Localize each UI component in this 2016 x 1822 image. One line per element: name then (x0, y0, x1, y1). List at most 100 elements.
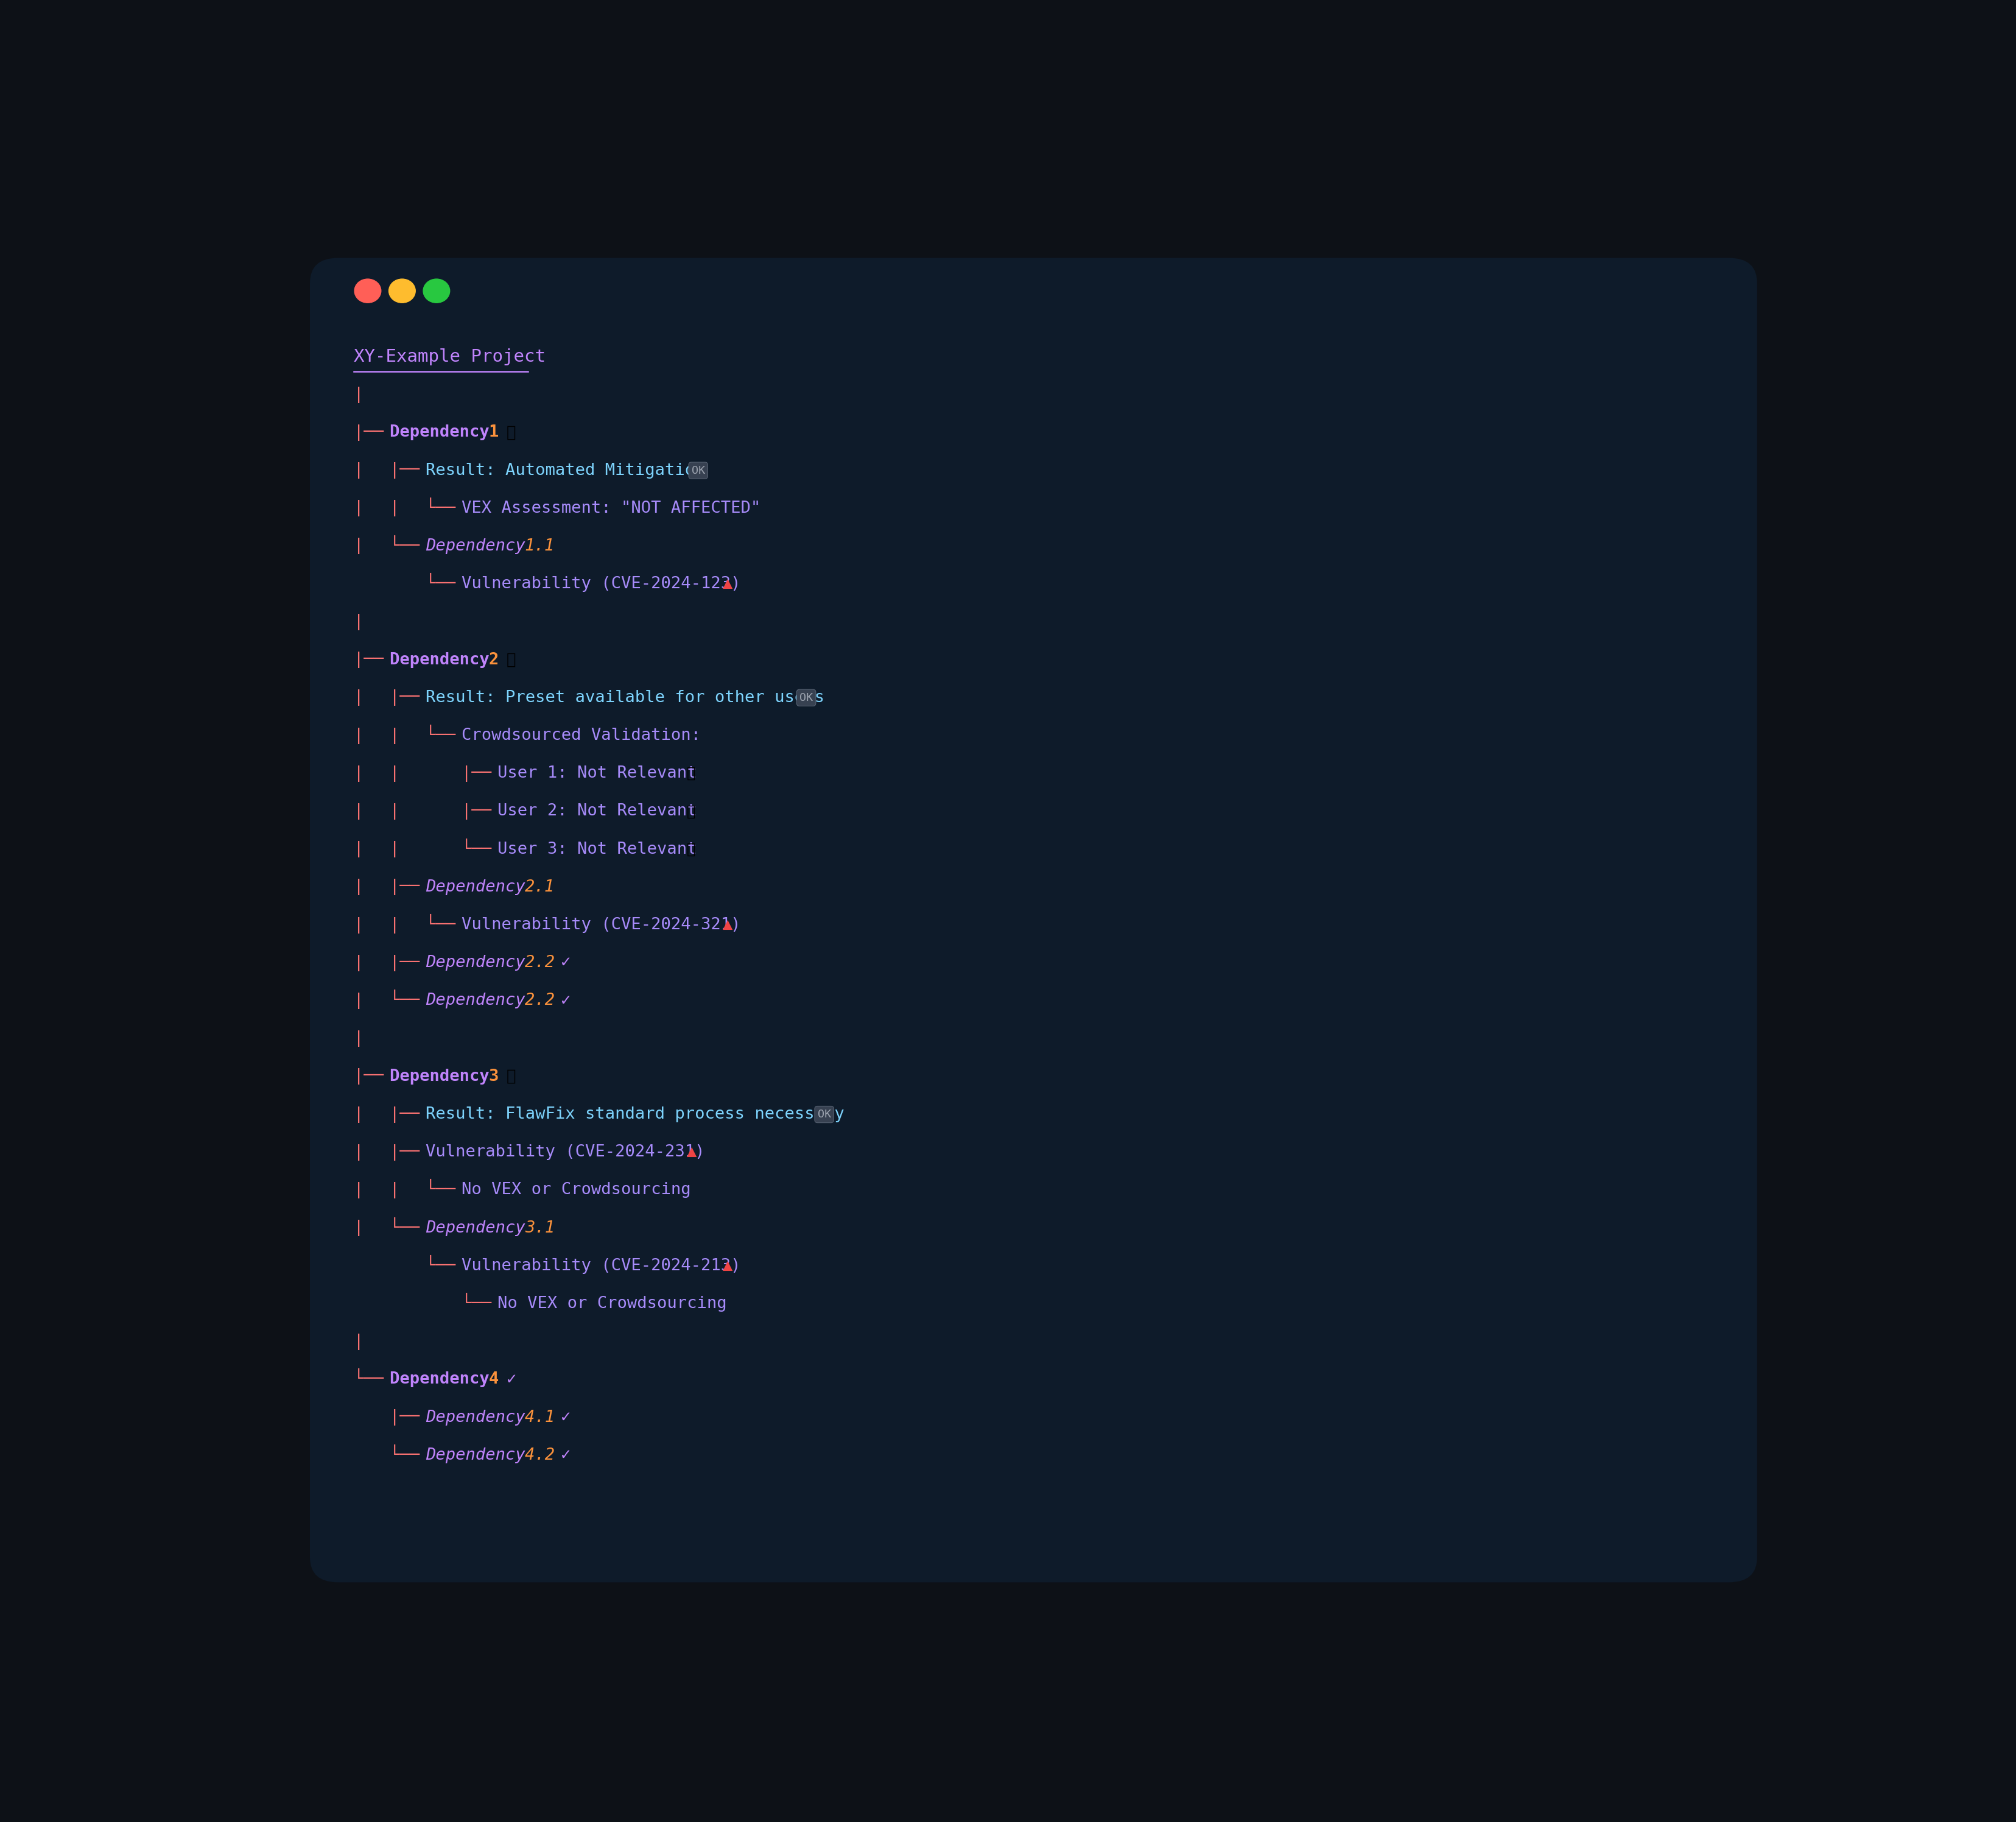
Text: |: | (353, 463, 393, 479)
Text: |──: |── (353, 425, 393, 441)
Text: └──: └── (425, 1257, 466, 1274)
Text: └──: └── (462, 842, 502, 856)
Text: Dependency: Dependency (425, 955, 534, 971)
Circle shape (389, 279, 415, 302)
Text: 4.1: 4.1 (524, 1410, 564, 1425)
Text: No VEX or Crowdsourcing: No VEX or Crowdsourcing (462, 1182, 691, 1199)
Text: |: | (353, 804, 393, 820)
Text: |──: |── (389, 1106, 429, 1122)
Text: |: | (353, 727, 393, 743)
Text: ▲: ▲ (722, 576, 732, 592)
Text: |: | (353, 955, 393, 971)
Text: |: | (389, 804, 429, 820)
Text: |──: |── (389, 955, 429, 971)
Text: Dependency: Dependency (425, 880, 534, 895)
Text: 4: 4 (488, 1372, 498, 1388)
Text: └──: └── (353, 1372, 393, 1388)
Text: └──: └── (389, 1447, 429, 1463)
Text: ✅: ✅ (506, 652, 516, 669)
Text: 2.1: 2.1 (524, 880, 554, 895)
Text: Dependency: Dependency (425, 1221, 534, 1235)
Text: Crowdsourced Validation:: Crowdsourced Validation: (462, 727, 702, 743)
Text: 2.2: 2.2 (524, 993, 564, 1009)
Text: └──: └── (425, 1182, 466, 1199)
Text: ▲: ▲ (722, 1257, 732, 1274)
Text: Result: FlawFix standard process necessary: Result: FlawFix standard process necessa… (425, 1106, 855, 1122)
Text: |: | (353, 1144, 393, 1161)
Text: XY-Example Project: XY-Example Project (353, 348, 544, 366)
Text: 3.1: 3.1 (524, 1221, 554, 1235)
Text: ▲: ▲ (722, 916, 732, 933)
Text: User 3: Not Relevant: User 3: Not Relevant (498, 842, 708, 856)
Text: Vulnerability (CVE-2024-321): Vulnerability (CVE-2024-321) (462, 916, 750, 933)
Text: OK: OK (691, 465, 706, 476)
Text: |: | (353, 993, 393, 1009)
Text: 2: 2 (488, 652, 498, 669)
Text: └──: └── (425, 576, 466, 592)
Text: |: | (353, 878, 393, 895)
Text: Vulnerability (CVE-2024-123): Vulnerability (CVE-2024-123) (462, 576, 750, 592)
Text: Vulnerability (CVE-2024-231): Vulnerability (CVE-2024-231) (425, 1144, 714, 1161)
Text: |──: |── (389, 689, 429, 705)
Text: 3: 3 (488, 1070, 498, 1084)
Text: 👌: 👌 (687, 804, 696, 818)
Text: |──: |── (462, 765, 502, 782)
Text: Dependency: Dependency (425, 1410, 534, 1425)
Text: |: | (389, 727, 429, 743)
Text: Dependency: Dependency (389, 652, 500, 669)
Text: └──: └── (389, 537, 429, 554)
Text: |: | (389, 1182, 429, 1199)
Text: Dependency: Dependency (425, 1447, 534, 1463)
Text: |: | (389, 842, 429, 858)
Text: └──: └── (425, 916, 466, 933)
Text: |: | (389, 499, 429, 517)
Text: |──: |── (389, 463, 429, 479)
Circle shape (423, 279, 450, 302)
Text: Dependency: Dependency (389, 1070, 500, 1084)
Text: └──: └── (425, 501, 466, 516)
Text: User 1: Not Relevant: User 1: Not Relevant (498, 765, 708, 782)
Text: No VEX or Crowdsourcing: No VEX or Crowdsourcing (498, 1295, 728, 1312)
Circle shape (355, 279, 381, 302)
Text: ✓: ✓ (560, 1447, 571, 1463)
Text: Result: Preset available for other users: Result: Preset available for other users (425, 691, 835, 705)
Text: 👌: 👌 (687, 842, 696, 856)
Text: ✅: ✅ (506, 1070, 516, 1084)
Text: |: | (353, 1182, 393, 1199)
Text: |: | (353, 499, 393, 517)
Text: |: | (353, 689, 393, 705)
Text: OK: OK (816, 1110, 831, 1121)
Text: Dependency: Dependency (425, 993, 534, 1009)
Text: |──: |── (353, 652, 393, 669)
Text: |: | (389, 765, 429, 782)
Text: User 2: Not Relevant: User 2: Not Relevant (498, 804, 708, 820)
Text: |: | (353, 1106, 393, 1122)
Text: ▲: ▲ (687, 1144, 696, 1161)
Text: ✅: ✅ (506, 425, 516, 441)
Text: |: | (353, 1031, 363, 1048)
Text: Dependency: Dependency (389, 1372, 500, 1388)
Text: |: | (353, 386, 363, 403)
Text: |: | (353, 1221, 393, 1237)
Text: 1: 1 (488, 425, 498, 441)
Text: OK: OK (798, 692, 812, 703)
Text: 1.1: 1.1 (524, 537, 554, 554)
Text: Dependency: Dependency (389, 425, 500, 441)
Text: 2.2: 2.2 (524, 955, 564, 971)
Text: ✓: ✓ (560, 955, 571, 971)
Text: 👌: 👌 (687, 767, 696, 782)
Text: |──: |── (389, 1408, 429, 1425)
Text: |──: |── (353, 1068, 393, 1084)
Text: |──: |── (462, 804, 502, 820)
Text: |: | (353, 537, 393, 554)
Text: |: | (353, 765, 393, 782)
Text: |: | (353, 916, 393, 933)
Text: └──: └── (425, 727, 466, 743)
Text: ✓: ✓ (506, 1372, 516, 1388)
Text: |: | (353, 614, 363, 630)
Text: |: | (353, 1334, 363, 1350)
Text: └──: └── (389, 993, 429, 1009)
Text: 4.2: 4.2 (524, 1447, 564, 1463)
Text: |──: |── (389, 1144, 429, 1161)
Text: |: | (389, 916, 429, 933)
